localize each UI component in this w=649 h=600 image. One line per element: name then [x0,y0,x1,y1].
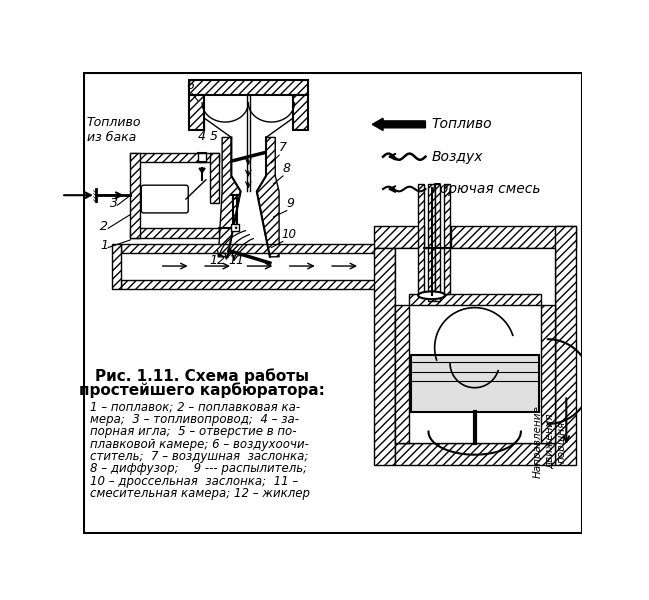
Text: Рис. 1.11. Схема работы: Рис. 1.11. Схема работы [95,368,309,384]
Bar [210,153,219,203]
Bar [121,280,379,289]
Text: 5: 5 [210,130,217,143]
Bar [143,187,186,211]
Polygon shape [218,137,241,257]
Text: 10: 10 [282,227,297,241]
FancyArrow shape [373,118,425,131]
Text: 9: 9 [287,197,295,210]
Bar [418,184,424,294]
Polygon shape [199,168,205,173]
Text: порная игла;  5 – отверстие в по-: порная игла; 5 – отверстие в по- [90,425,297,439]
Ellipse shape [418,292,445,299]
Bar [451,226,576,248]
Text: Направление
движения
поршня: Направление движения поршня [533,405,567,478]
FancyBboxPatch shape [141,185,188,213]
Bar [411,355,539,412]
Text: 3: 3 [110,197,117,210]
Bar [395,305,410,443]
Text: Топливо
из бака: Топливо из бака [86,116,141,144]
Text: Топливо: Топливо [432,118,492,131]
Polygon shape [257,137,279,257]
Bar [435,184,440,301]
Bar [121,244,379,253]
Bar [444,184,450,294]
Text: 11: 11 [228,254,245,268]
Bar [130,153,140,238]
Bar [130,229,219,238]
Bar [555,226,576,464]
Text: Воздух: Воздух [432,149,483,164]
Text: 6: 6 [186,79,195,92]
Text: 2: 2 [101,220,108,233]
Text: 4: 4 [198,130,206,143]
Text: 12: 12 [210,254,225,268]
Bar [395,248,555,443]
Bar [374,248,395,464]
Bar [374,226,424,248]
Bar [112,244,121,289]
Text: Горючая смесь: Горючая смесь [432,182,540,196]
Bar [410,294,541,305]
Bar [130,153,219,162]
Text: ститель;  7 – воздушная  заслонка;: ститель; 7 – воздушная заслонка; [90,450,309,463]
Bar [230,224,239,230]
Bar [189,95,204,130]
Text: 8: 8 [283,162,291,175]
Text: плавковой камере; 6 – воздухоочи-: плавковой камере; 6 – воздухоочи- [90,438,310,451]
Bar [395,443,555,464]
Text: смесительная камера; 12 – жиклер: смесительная камера; 12 – жиклер [90,487,310,500]
Bar [293,95,308,130]
Text: 1: 1 [101,239,108,252]
Text: 7: 7 [279,142,287,154]
Bar [428,184,435,301]
Text: 10 – дроссельная  заслонка;  11 –: 10 – дроссельная заслонка; 11 – [90,475,299,488]
Bar [189,80,308,95]
Bar [541,305,555,443]
Text: простейшего карбюратора:: простейшего карбюратора: [79,382,325,398]
Bar [198,153,206,162]
Text: мера;  3 – топливопровод;  4 – за-: мера; 3 – топливопровод; 4 – за- [90,413,299,426]
Text: 1 – поплавок; 2 – поплавковая ка-: 1 – поплавок; 2 – поплавковая ка- [90,401,300,414]
Text: 8 – диффузор;    9 --- распылитель;: 8 – диффузор; 9 --- распылитель; [90,463,308,475]
